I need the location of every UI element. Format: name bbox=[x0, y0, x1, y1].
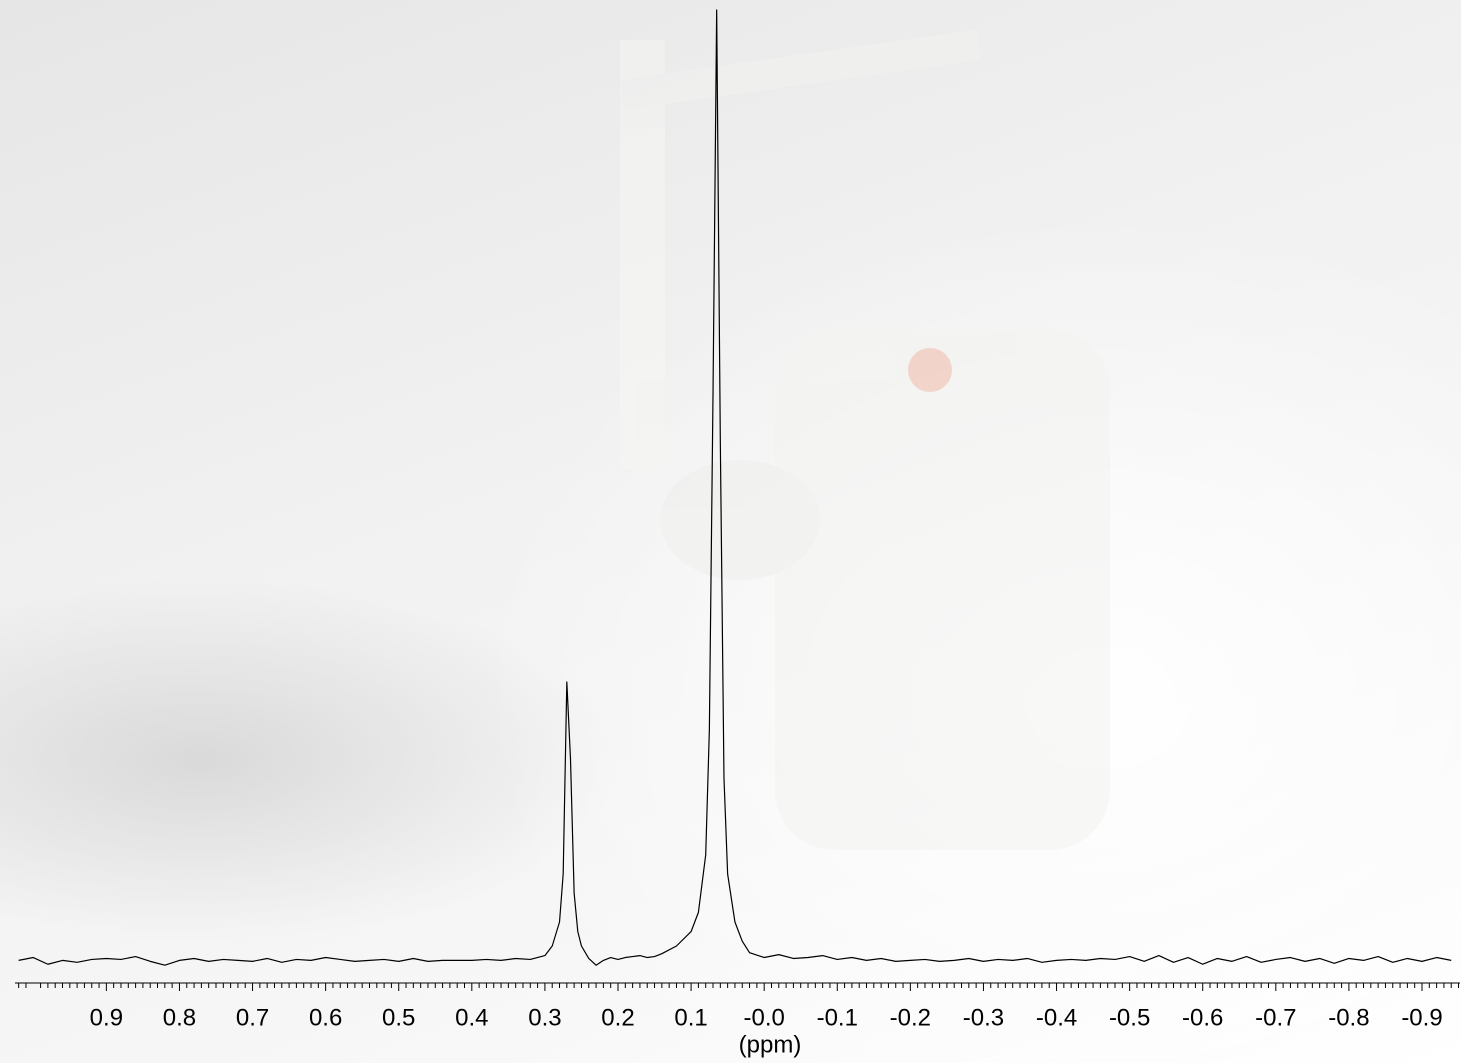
cap bbox=[908, 348, 952, 392]
arm bbox=[620, 29, 981, 110]
stand-post bbox=[620, 40, 665, 470]
spectrum-line bbox=[18, 9, 1452, 966]
x-tick-label: -0.8 bbox=[1328, 1004, 1369, 1031]
x-tick-label: -0.9 bbox=[1401, 1004, 1442, 1031]
x-tick-label: 0.4 bbox=[455, 1004, 488, 1031]
x-tick-label: -0.3 bbox=[963, 1004, 1004, 1031]
carousel bbox=[660, 460, 820, 580]
x-tick-label: 0.6 bbox=[309, 1004, 342, 1031]
x-tick-label: -0.4 bbox=[1036, 1004, 1077, 1031]
x-tick-label: -0.0 bbox=[743, 1004, 784, 1031]
x-tick-label: 0.5 bbox=[382, 1004, 415, 1031]
x-tick-label: 0.3 bbox=[528, 1004, 561, 1031]
x-tick-label: -0.5 bbox=[1109, 1004, 1150, 1031]
x-tick-label: -0.1 bbox=[817, 1004, 858, 1031]
x-tick-label: 0.7 bbox=[236, 1004, 269, 1031]
magnet-body bbox=[775, 330, 1110, 850]
x-tick-label: -0.7 bbox=[1255, 1004, 1296, 1031]
x-tick-label: 0.2 bbox=[601, 1004, 634, 1031]
x-tick-label: 0.1 bbox=[674, 1004, 707, 1031]
x-tick-label: 0.9 bbox=[90, 1004, 123, 1031]
x-tick-label: 0.8 bbox=[163, 1004, 196, 1031]
x-tick-label: -0.2 bbox=[890, 1004, 931, 1031]
x-tick-label: -0.6 bbox=[1182, 1004, 1223, 1031]
x-axis-title: (ppm) bbox=[739, 1031, 802, 1058]
background-illustration bbox=[620, 29, 1110, 850]
